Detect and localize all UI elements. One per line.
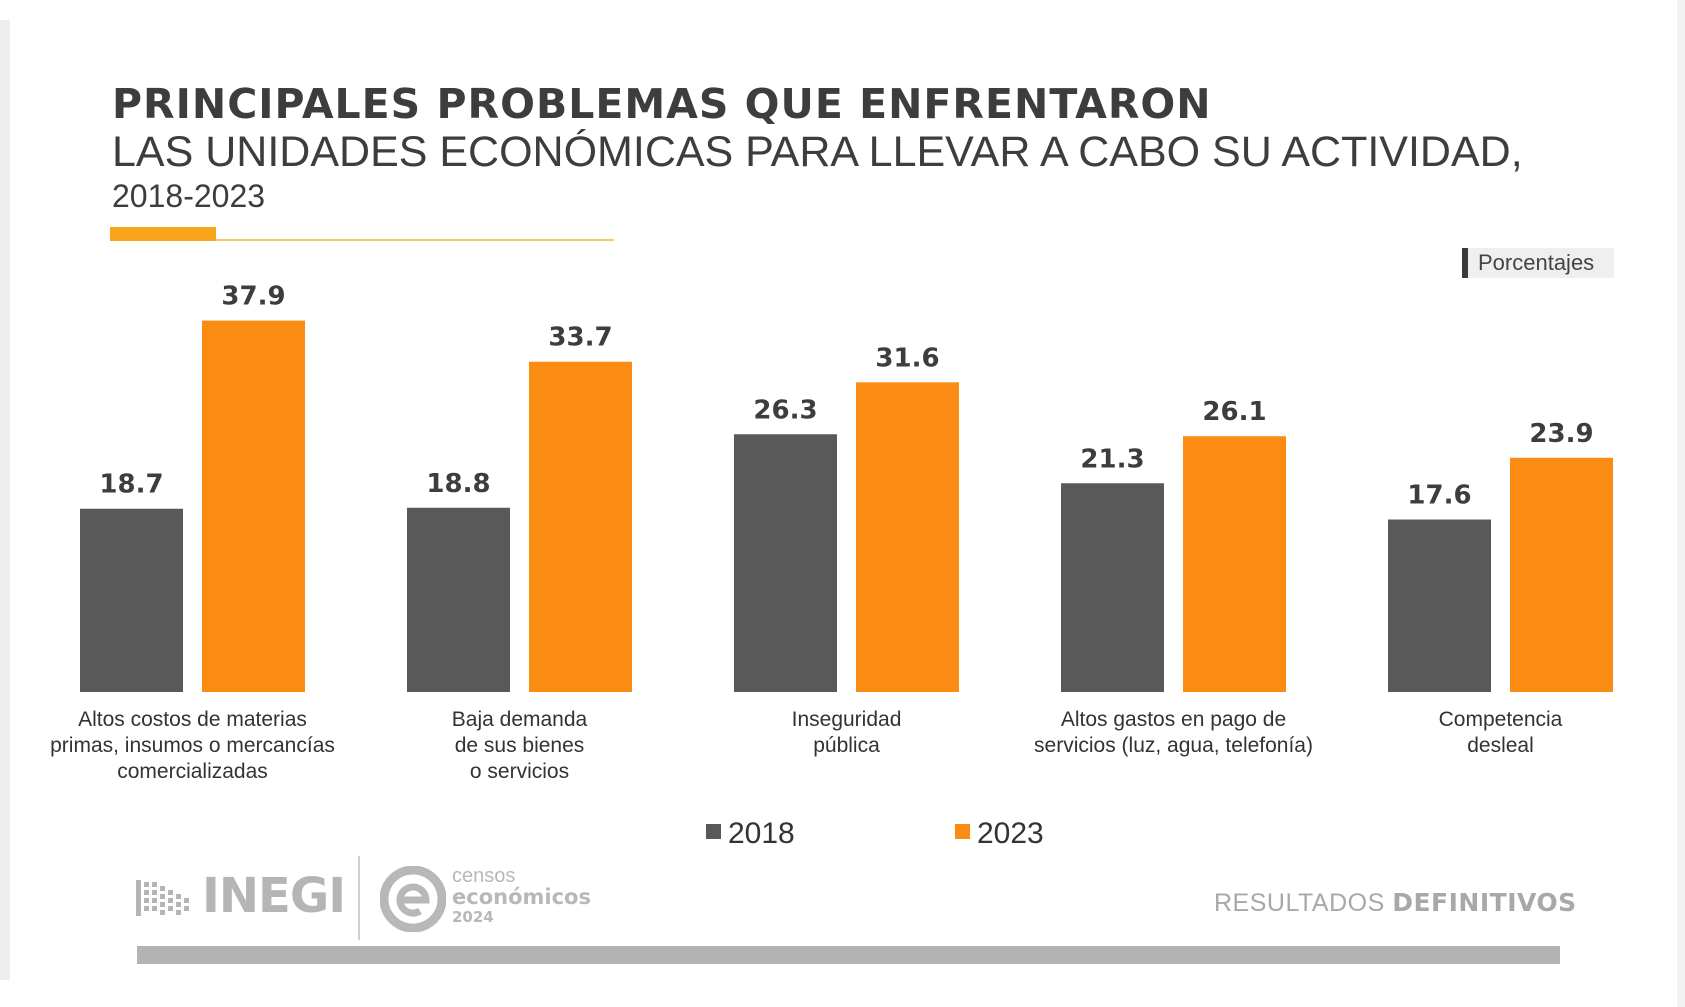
category-label-0-0: Altos costos de materias — [78, 708, 307, 731]
footer-divider — [358, 856, 360, 940]
category-label-1-0: Baja demanda — [452, 708, 588, 731]
inegi-dots-icon — [136, 880, 189, 916]
value-label-2023-1: 33.7 — [548, 323, 612, 353]
bar-2018-2 — [734, 434, 837, 692]
footer-bar — [137, 946, 1560, 964]
value-label-2018-1: 18.8 — [426, 469, 490, 499]
value-label-2018-3: 21.3 — [1080, 444, 1144, 474]
bar-2023-2 — [856, 382, 959, 692]
category-label-2-1: pública — [813, 734, 880, 757]
results-light: RESULTADOS — [1214, 889, 1393, 917]
value-label-2018-4: 17.6 — [1407, 481, 1471, 511]
left-edge — [0, 20, 10, 980]
legend-label-2023: 2023 — [977, 817, 1044, 850]
results-bold: DEFINITIVOS — [1392, 888, 1577, 917]
censos-e-icon — [380, 866, 446, 932]
category-label-1-2: o servicios — [470, 760, 569, 783]
censos-economicos-logo: censos económicos 2024 — [380, 866, 600, 936]
results-label: RESULTADOS DEFINITIVOS — [1214, 888, 1577, 918]
units-label: Porcentajes — [1462, 248, 1614, 278]
censos-year: 2024 — [452, 908, 494, 926]
category-label-3-1: servicios (luz, agua, telefonía) — [1034, 734, 1313, 757]
category-label-4-1: desleal — [1467, 734, 1534, 757]
bar-2018-0 — [80, 508, 183, 692]
bar-chart: 18.7 37.9 Altos costos de materias primas, … — [50, 282, 1613, 850]
value-label-2018-2: 26.3 — [753, 395, 817, 425]
inegi-logo: INEGI — [136, 868, 346, 924]
value-label-2023-2: 31.6 — [875, 343, 939, 373]
value-label-2023-3: 26.1 — [1202, 397, 1266, 427]
value-label-2023-4: 23.9 — [1529, 419, 1593, 449]
bar-2018-4 — [1388, 519, 1491, 692]
bar-2023-0 — [202, 320, 305, 692]
title-accent-line — [216, 239, 614, 241]
value-label-2023-0: 37.9 — [221, 282, 285, 312]
category-label-0-1: primas, insumos o mercancías — [50, 734, 335, 757]
category-label-0-2: comercializadas — [117, 760, 268, 783]
category-label-4-0: Competencia — [1439, 708, 1563, 731]
chart-years: 2018-2023 — [112, 178, 266, 214]
right-edge — [1677, 0, 1685, 1007]
title-accent-bar — [110, 227, 216, 241]
bar-2023-4 — [1510, 457, 1613, 692]
bar-2018-1 — [407, 507, 510, 692]
economicos-word: económicos — [452, 885, 591, 909]
category-label-1-1: de sus bienes — [455, 734, 585, 757]
legend-swatch-2018 — [706, 824, 721, 839]
legend-swatch-2023 — [955, 824, 970, 839]
censos-text: censos económicos 2024 — [452, 866, 591, 925]
bar-2023-3 — [1183, 436, 1286, 692]
chart-subtitle: LAS UNIDADES ECONÓMICAS PARA LLEVAR A CA… — [112, 128, 1523, 176]
inegi-logo-text: INEGI — [202, 868, 346, 924]
category-label-2-0: Inseguridad — [792, 708, 902, 731]
bar-2023-1 — [529, 361, 632, 692]
censos-word: censos — [452, 865, 516, 887]
chart-title: PRINCIPALES PROBLEMAS QUE ENFRENTARON — [112, 80, 1212, 128]
bar-2018-3 — [1061, 483, 1164, 692]
value-label-2018-0: 18.7 — [99, 470, 163, 500]
category-label-3-0: Altos gastos en pago de — [1061, 708, 1286, 731]
legend-label-2018: 2018 — [728, 817, 795, 850]
